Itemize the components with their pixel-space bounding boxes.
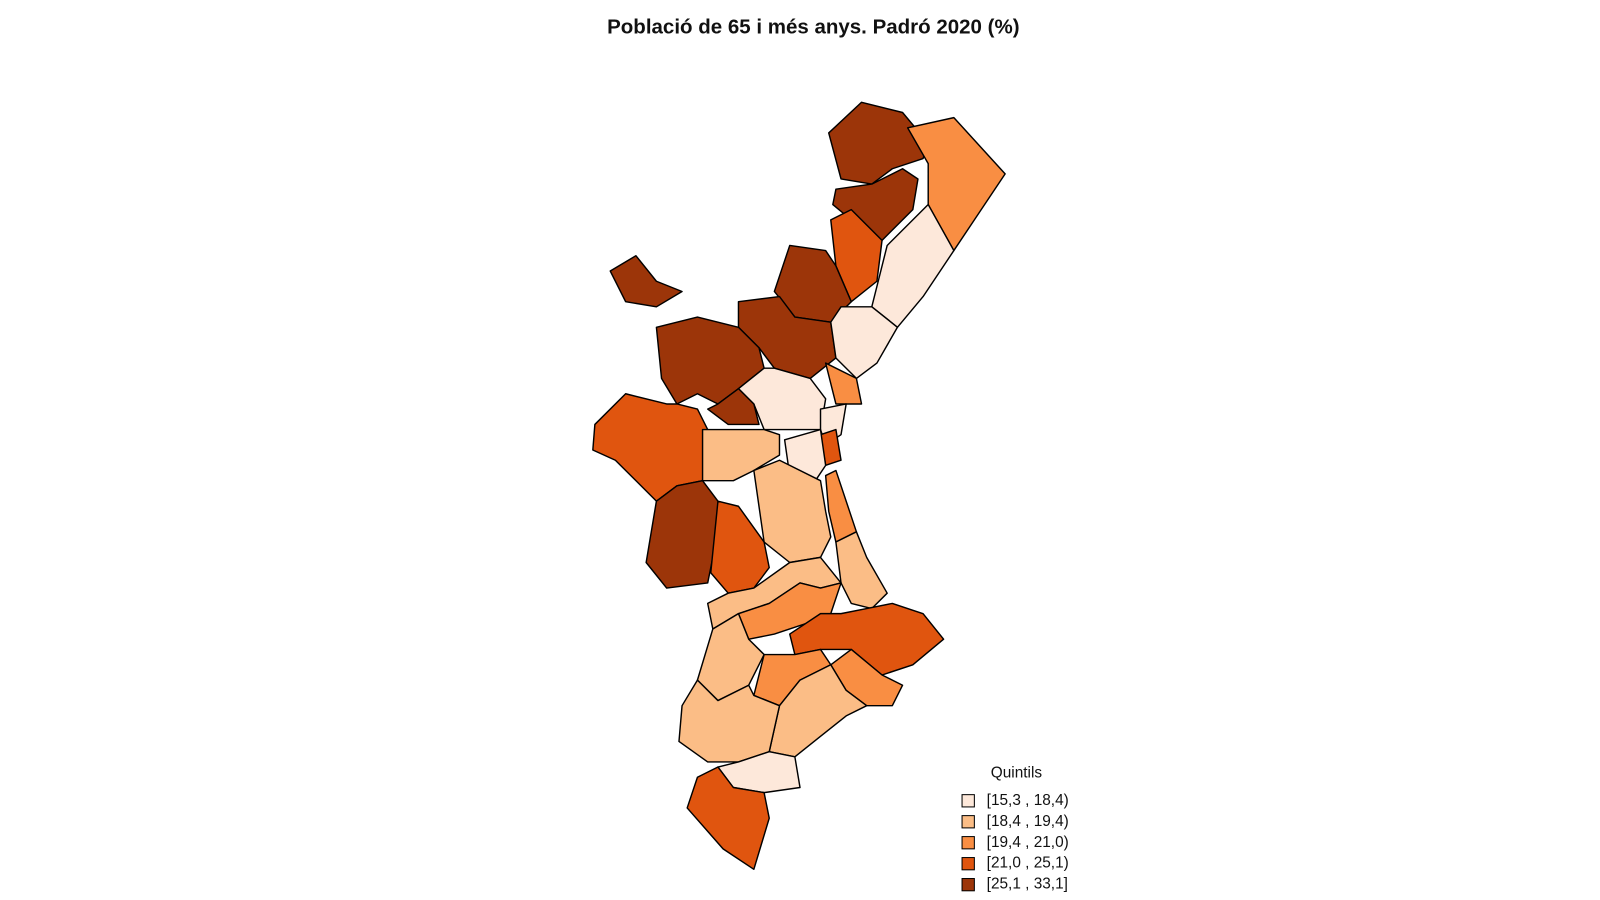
region — [609, 254, 683, 308]
legend-label: [19,4 , 21,0) — [987, 834, 1069, 851]
legend-label: [25,1 , 33,1] — [987, 876, 1068, 893]
map-title: Població de 65 i més anys. Padró 2020 (%… — [607, 16, 1019, 39]
regions — [592, 101, 1006, 871]
legend-title: Quintils — [991, 764, 1043, 781]
region — [906, 116, 1006, 252]
region — [706, 387, 760, 426]
region — [827, 101, 929, 185]
legend-label: [21,0 , 25,1) — [987, 855, 1069, 872]
legend-label: [18,4 , 19,4) — [987, 813, 1069, 830]
region — [737, 582, 842, 640]
region — [835, 531, 888, 610]
region — [710, 500, 770, 594]
legend: [15,3 , 18,4) [18,4 , 19,4) [19,4 , 21,0) [… — [961, 792, 1069, 893]
region — [753, 459, 832, 564]
region — [701, 428, 781, 482]
legend-swatch — [961, 878, 975, 892]
region — [830, 306, 899, 380]
legend-label: [15,3 , 18,4) — [987, 792, 1069, 809]
legend-swatch — [961, 815, 975, 829]
region — [824, 362, 863, 405]
region — [686, 766, 770, 871]
region — [832, 168, 919, 242]
legend-swatch — [961, 794, 975, 808]
legend-swatch — [961, 857, 975, 871]
region — [678, 679, 781, 763]
legend-swatch — [961, 836, 975, 850]
